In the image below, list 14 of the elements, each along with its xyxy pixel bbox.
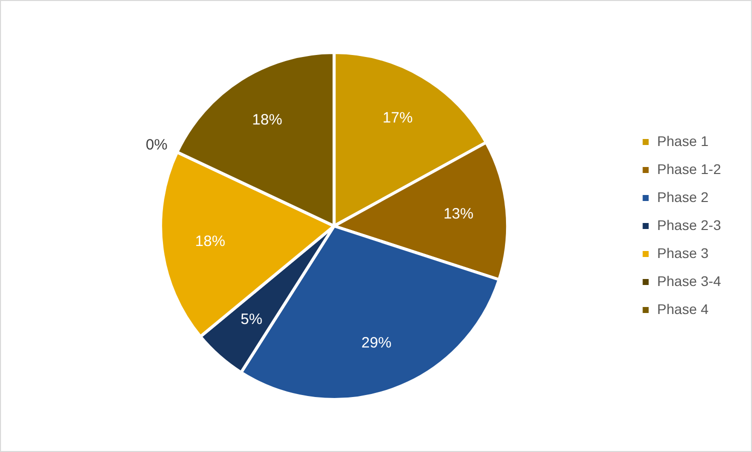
data-label: 18% <box>195 232 226 250</box>
legend-label: Phase 2 <box>657 188 709 205</box>
legend-label: Phase 2-3 <box>657 216 722 233</box>
legend-label: Phase 4 <box>657 300 709 317</box>
data-label: 5% <box>240 310 262 328</box>
data-label: 18% <box>252 112 282 129</box>
data-label: 13% <box>443 205 474 222</box>
data-label: 29% <box>361 334 392 352</box>
legend-label: Phase 3 <box>657 244 709 261</box>
text: 0% <box>146 136 168 154</box>
legend-label: Phase 3-4 <box>657 272 722 289</box>
legend-label: Phase 1-2 <box>657 160 722 177</box>
data-label: 17% <box>382 110 413 127</box>
legend-label: Phase 1 <box>657 132 709 149</box>
